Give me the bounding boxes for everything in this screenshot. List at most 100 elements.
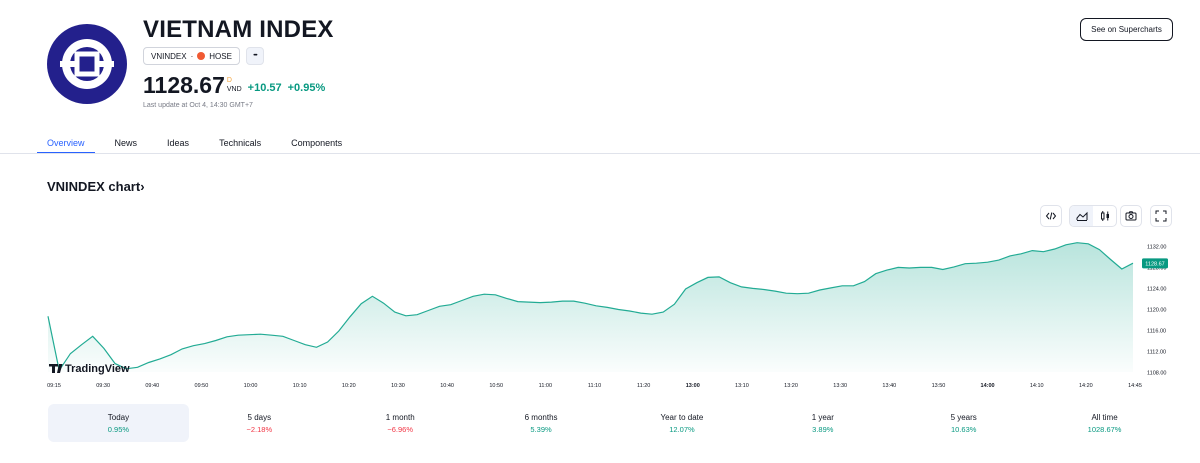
tab-ideas[interactable]: Ideas [167, 138, 190, 148]
y-tick-label: 1124.00 [1147, 286, 1166, 292]
period-value: 5.39% [530, 424, 552, 434]
area-style-button[interactable] [1070, 206, 1093, 226]
period-label: 6 months [524, 412, 558, 422]
price-value: 1128.67 [143, 72, 225, 98]
x-tick-label: 10:40 [440, 383, 454, 389]
x-tick-label: 09:30 [96, 383, 110, 389]
period-today[interactable]: Today 0.95% [48, 404, 189, 442]
price-change: +10.57 [247, 82, 282, 94]
tab-overview[interactable]: Overview [37, 134, 95, 154]
more-dots-icon: ••• [253, 53, 257, 59]
snapshot-button[interactable] [1120, 205, 1142, 227]
period-5-days[interactable]: 5 days −2.18% [189, 404, 330, 442]
x-tick-label: 13:10 [735, 383, 749, 389]
y-tick-label: 1108.00 [1147, 371, 1166, 377]
period-year-to-date[interactable]: Year to date 12.07% [612, 404, 753, 442]
y-tick-label: 1132.00 [1147, 244, 1166, 250]
price-row: 1128.67 D VND +10.57 +0.95% [143, 73, 325, 97]
x-tick-label: 09:15 [47, 383, 61, 389]
currency-block: D VND [227, 76, 242, 94]
camera-icon [1125, 211, 1137, 221]
x-tick-label: 13:20 [784, 383, 798, 389]
y-tick-label: 1120.00 [1147, 307, 1166, 313]
x-tick-label: 13:40 [882, 383, 896, 389]
price-change-pct: +0.95% [287, 82, 326, 94]
vnindex-logo [47, 24, 127, 104]
last-update: Last update at Oct 4, 14:30 GMT+7 [143, 102, 253, 109]
exchange-label: HOSE [209, 51, 232, 61]
tab-components[interactable]: Components [291, 138, 343, 148]
period-label: Year to date [660, 412, 704, 422]
tab-bar: Overview News Ideas Technicals Component… [37, 134, 372, 154]
chart-title[interactable]: VNINDEX chart› [47, 179, 145, 194]
exchange-flag-icon [197, 52, 206, 60]
page-title: VIETNAM INDEX [143, 16, 334, 43]
x-tick-label: 10:20 [342, 383, 356, 389]
period-label: 5 days [247, 412, 272, 422]
tradingview-label: TradingView [65, 363, 130, 375]
tradingview-watermark: TradingView [49, 363, 130, 375]
tradingview-logo-slash [57, 364, 63, 373]
period-value: −6.96% [387, 424, 414, 434]
period-selector: Today 0.95% 5 days −2.18% 1 month −6.96%… [48, 404, 1175, 442]
period-value: 3.89% [812, 424, 834, 434]
x-tick-label: 11:10 [588, 383, 601, 389]
x-tick-label: 13:50 [932, 383, 946, 389]
x-tick-label: 11:20 [637, 383, 650, 389]
period-1-year[interactable]: 1 year 3.89% [752, 404, 893, 442]
period-value: 1028.67% [1087, 424, 1122, 434]
period-value: 12.07% [669, 424, 695, 434]
x-tick-label: 10:30 [391, 383, 405, 389]
period-value: 0.95% [107, 424, 130, 434]
symbol-label: VNINDEX [151, 51, 187, 61]
chart-style-toggle [1069, 205, 1117, 227]
separator-dot: · [190, 51, 194, 61]
logo-mark-icon [60, 39, 114, 89]
y-tick-label: 1128.00 [1147, 265, 1166, 271]
more-button[interactable]: ••• [245, 47, 264, 65]
period-label: Today [107, 412, 130, 422]
x-tick-label: 13:00 [686, 383, 700, 389]
tab-news[interactable]: News [114, 138, 138, 148]
x-tick-label: 10:10 [293, 383, 307, 389]
tab-divider [0, 153, 1200, 154]
see-on-supercharts-button[interactable]: See on Supercharts [1080, 18, 1173, 41]
x-tick-label: 14:20 [1079, 383, 1093, 389]
period-6-months[interactable]: 6 months 5.39% [471, 404, 612, 442]
price-area-fill [48, 242, 1133, 372]
x-tick-label: 13:30 [833, 383, 847, 389]
symbol-chip[interactable]: VNINDEX · HOSE [143, 47, 240, 65]
period-all-time[interactable]: All time 1028.67% [1034, 404, 1175, 442]
area-chart-icon [1076, 211, 1087, 221]
period-label: 1 year [811, 412, 834, 422]
period-label: All time [1091, 412, 1118, 422]
price-line [47, 242, 1134, 372]
x-tick-label: 14:00 [981, 383, 995, 389]
x-tick-label: 09:40 [145, 383, 159, 389]
y-tick-label: 1112.00 [1147, 349, 1166, 355]
price-chart[interactable]: 1108.00 1112.00 1116.00 1120.00 1124.00 1128.… [0, 230, 1200, 395]
y-tick-label: 1116.00 [1147, 328, 1166, 334]
candle-style-button[interactable] [1093, 206, 1116, 226]
tab-technicals[interactable]: Technicals [219, 138, 262, 148]
symbol-chips: VNINDEX · HOSE ••• [143, 47, 264, 65]
fullscreen-button[interactable] [1150, 205, 1172, 227]
code-icon [1045, 212, 1057, 220]
period-1-month[interactable]: 1 month −6.96% [330, 404, 471, 442]
candlestick-icon [1100, 211, 1109, 221]
x-tick-label: 09:50 [195, 383, 209, 389]
period-value: 10.63% [950, 424, 977, 434]
tradingview-logo-icon [49, 364, 58, 373]
price-marker: D [226, 77, 232, 84]
x-tick-label: 10:00 [244, 383, 258, 389]
period-5-years[interactable]: 5 years 10.63% [893, 404, 1034, 442]
period-label: 5 years [950, 412, 977, 422]
fullscreen-icon [1155, 210, 1167, 222]
x-tick-label: 14:45 [1128, 383, 1142, 389]
embed-button[interactable] [1040, 205, 1062, 227]
x-tick-label: 11:00 [539, 383, 552, 389]
x-tick-label: 10:50 [489, 383, 503, 389]
currency-label: VND [226, 86, 242, 93]
last-price-badge [1142, 258, 1168, 269]
x-tick-label: 14:10 [1030, 383, 1044, 389]
